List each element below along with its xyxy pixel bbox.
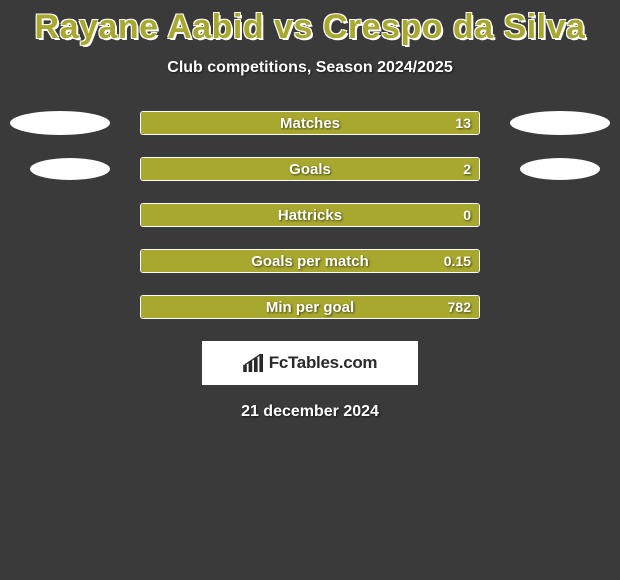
stat-bar: Matches13 — [140, 111, 480, 135]
brand-box[interactable]: FcTables.com — [202, 341, 418, 385]
stat-row: Goals per match0.15 — [0, 249, 620, 273]
stat-bar: Min per goal782 — [140, 295, 480, 319]
stat-label: Hattricks — [141, 204, 479, 226]
stat-row: Min per goal782 — [0, 295, 620, 319]
stat-bar: Goals2 — [140, 157, 480, 181]
page-title: Rayane Aabid vs Crespo da Silva — [0, 0, 620, 47]
stat-value: 0.15 — [444, 250, 471, 272]
left-bubble — [10, 111, 110, 135]
stat-label: Goals per match — [141, 250, 479, 272]
stat-label: Matches — [141, 112, 479, 134]
stat-row: Goals2 — [0, 157, 620, 181]
subtitle: Club competitions, Season 2024/2025 — [0, 59, 620, 77]
left-bubble — [30, 158, 110, 180]
footer-date: 21 december 2024 — [0, 403, 620, 421]
stat-row: Matches13 — [0, 111, 620, 135]
chart-icon — [243, 354, 265, 372]
stat-value: 782 — [448, 296, 471, 318]
stat-bar: Goals per match0.15 — [140, 249, 480, 273]
stat-label: Min per goal — [141, 296, 479, 318]
stat-label: Goals — [141, 158, 479, 180]
right-bubble — [510, 111, 610, 135]
stat-value: 2 — [463, 158, 471, 180]
stat-bar: Hattricks0 — [140, 203, 480, 227]
stats-area: Matches13 Goals2 Hattricks0 Goals per match… — [0, 111, 620, 319]
right-bubble — [520, 158, 600, 180]
stat-value: 13 — [455, 112, 471, 134]
stat-value: 0 — [463, 204, 471, 226]
stat-row: Hattricks0 — [0, 203, 620, 227]
brand-text: FcTables.com — [269, 353, 378, 373]
